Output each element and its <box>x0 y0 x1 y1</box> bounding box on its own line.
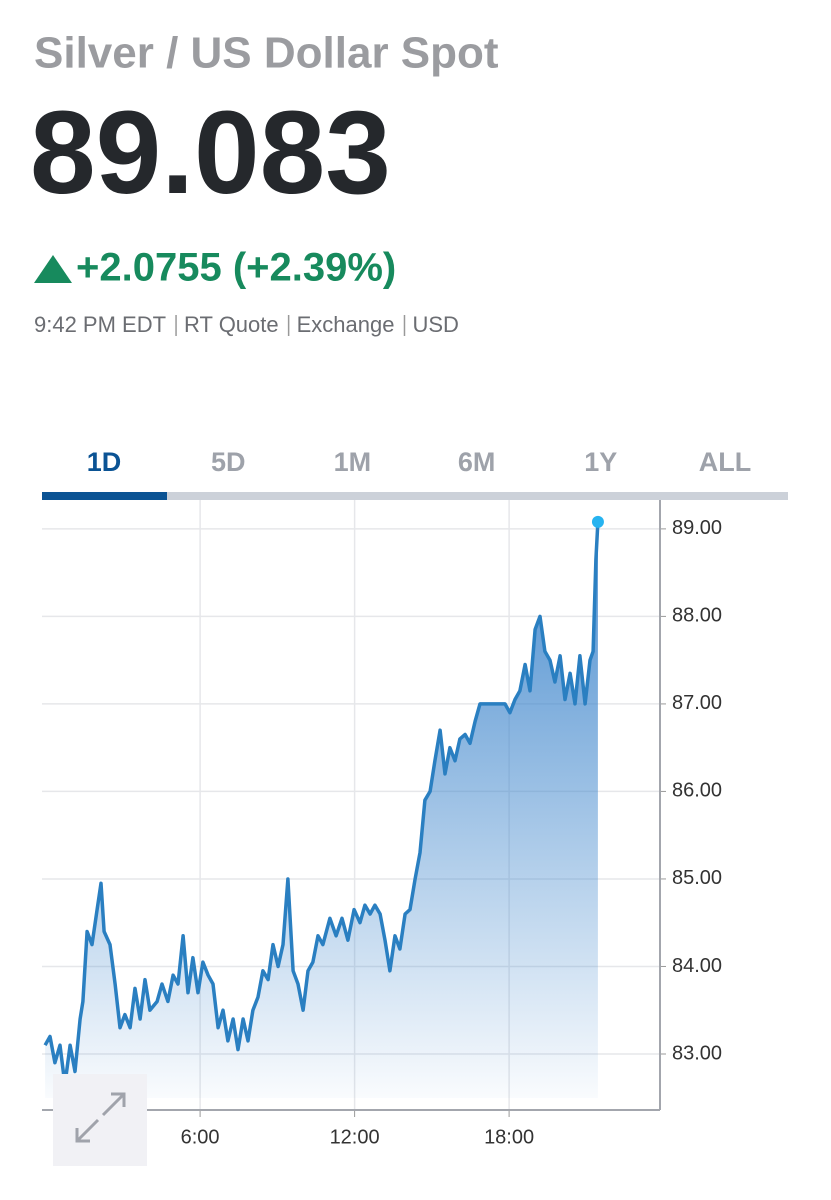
expand-bg[interactable] <box>53 1074 147 1166</box>
y-tick-label: 84.00 <box>672 955 722 977</box>
tab[interactable]: 1Y <box>584 447 617 477</box>
area-fill <box>45 521 598 1098</box>
y-tick-label: 88.00 <box>672 605 722 627</box>
title: Silver / US Dollar Spot <box>34 29 499 78</box>
tab[interactable]: 1M <box>334 447 372 477</box>
last-point <box>591 515 604 528</box>
meta-item: Exchange <box>297 312 395 337</box>
expand-icon[interactable] <box>75 1092 126 1143</box>
y-tick-label: 85.00 <box>672 867 722 889</box>
change: +2.0755 (+2.39%) <box>76 246 396 290</box>
x-tick-label: 12:00 <box>330 1126 380 1148</box>
tab[interactable]: 6M <box>458 447 496 477</box>
y-tick-label: 83.00 <box>672 1042 722 1064</box>
expand-button[interactable] <box>53 1074 147 1166</box>
y-tick-label: 87.00 <box>672 692 722 714</box>
y-tick-label: 86.00 <box>672 780 722 802</box>
meta-item: 9:42 PM EDT <box>34 312 166 337</box>
x-tick-label: 6:00 <box>181 1126 220 1148</box>
chart: 83.00 84.00 85.00 86.00 87.00 88.00 89.00 6:00 1… <box>42 500 722 1148</box>
meta-item: RT Quote <box>184 312 279 337</box>
meta-item: USD <box>412 312 458 337</box>
tab-bar: 1D 5D 1M 6M 1Y ALL <box>87 447 752 477</box>
tab[interactable]: ALL <box>699 447 751 477</box>
tab[interactable]: 5D <box>211 447 246 477</box>
tab-track <box>42 492 788 500</box>
price: 89.083 <box>30 87 391 219</box>
y-tick-label: 89.00 <box>672 517 722 539</box>
tab[interactable]: 1D <box>87 447 122 477</box>
tab-indicator <box>42 492 167 500</box>
up-arrow <box>34 255 72 283</box>
x-tick-label: 18:00 <box>484 1126 534 1148</box>
price-line <box>43 521 600 1087</box>
meta-row: 9:42 PM EDT RT Quote Exchange USD <box>34 312 459 337</box>
